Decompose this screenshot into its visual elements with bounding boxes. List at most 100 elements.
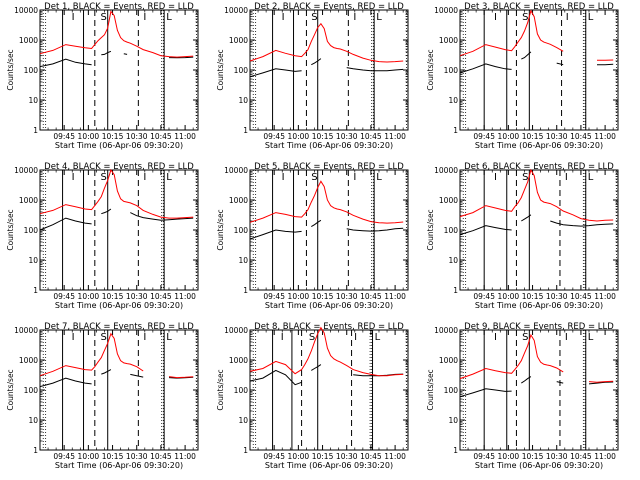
region-label: I bbox=[143, 12, 146, 23]
x-tick-label: 10:00 bbox=[288, 132, 310, 141]
lld-series-line bbox=[39, 168, 194, 219]
x-tick-label: 10:45 bbox=[570, 132, 592, 141]
chart-panel: Det 8, BLACK = Events, RED = LLD 1 10 100 10… bbox=[216, 322, 409, 470]
x-tick-label: 10:45 bbox=[360, 452, 382, 461]
y-axis-label: Counts/sec bbox=[216, 209, 225, 250]
x-tick-label: 10:00 bbox=[498, 132, 520, 141]
events-series-line bbox=[249, 58, 404, 78]
x-tick-label: 10:45 bbox=[360, 292, 382, 301]
y-tick-label: 1000 bbox=[439, 196, 458, 205]
region-label: S bbox=[522, 12, 528, 23]
chart-panel: Det 9, BLACK = Events, RED = LLD 1 10 100 10… bbox=[426, 322, 619, 470]
y-tick-label: 10 bbox=[448, 416, 458, 425]
x-tick-label: 10:15 bbox=[102, 292, 124, 301]
x-tick-label: 10:30 bbox=[546, 132, 568, 141]
region-label: I bbox=[72, 12, 75, 23]
events-series-line bbox=[459, 376, 614, 398]
region-label: S bbox=[522, 172, 528, 183]
events-series-line bbox=[459, 51, 614, 74]
region-label: S bbox=[311, 172, 317, 183]
y-tick-label: 1 bbox=[453, 126, 458, 135]
chart-panel: Det 7, BLACK = Events, RED = LLD 1 10 100 10… bbox=[6, 322, 199, 470]
y-tick-label: 1000 bbox=[439, 36, 458, 45]
x-tick-label: 10:00 bbox=[498, 452, 520, 461]
y-tick-label: 10000 bbox=[434, 326, 458, 335]
y-tick-label: 10000 bbox=[434, 166, 458, 175]
x-tick-label: 11:00 bbox=[594, 452, 616, 461]
y-tick-label: 100 bbox=[24, 226, 39, 235]
x-tick-label: 10:15 bbox=[102, 132, 124, 141]
x-tick-label: 10:30 bbox=[336, 132, 358, 141]
y-axis-label: Counts/sec bbox=[426, 369, 435, 410]
x-tick-label: 10:15 bbox=[312, 132, 334, 141]
y-tick-label: 100 bbox=[234, 226, 249, 235]
y-tick-label: 10 bbox=[448, 96, 458, 105]
x-tick-label: 11:00 bbox=[594, 132, 616, 141]
region-label: I bbox=[281, 332, 284, 343]
y-tick-label: 1 bbox=[243, 446, 248, 455]
region-label: I bbox=[282, 12, 285, 23]
x-tick-label: 09:45 bbox=[53, 292, 75, 301]
y-tick-label: 1 bbox=[33, 446, 38, 455]
lld-series-line bbox=[459, 333, 614, 383]
x-tick-label: 10:15 bbox=[522, 132, 544, 141]
x-tick-label: 10:15 bbox=[522, 292, 544, 301]
y-tick-label: 10 bbox=[28, 416, 38, 425]
x-tick-label: 10:15 bbox=[312, 292, 334, 301]
y-axis-label: Counts/sec bbox=[216, 369, 225, 410]
region-label: I bbox=[72, 332, 75, 343]
region-label: I bbox=[143, 172, 146, 183]
x-tick-label: 10:30 bbox=[336, 452, 358, 461]
y-tick-label: 1 bbox=[33, 286, 38, 295]
region-label: L bbox=[588, 332, 594, 343]
region-label: L bbox=[376, 172, 382, 183]
x-axis-label: Start Time (06-Apr-06 09:30:20) bbox=[55, 141, 183, 150]
y-tick-label: 1000 bbox=[19, 196, 38, 205]
region-label: L bbox=[166, 12, 172, 23]
x-tick-label: 09:45 bbox=[473, 452, 495, 461]
region-label: I bbox=[143, 332, 146, 343]
plot-frame bbox=[39, 169, 199, 291]
x-tick-label: 11:00 bbox=[174, 292, 196, 301]
chart-title: Det 2, BLACK = Events, RED = LLD bbox=[254, 2, 404, 12]
x-tick-label: 11:00 bbox=[384, 452, 406, 461]
y-tick-label: 10 bbox=[238, 416, 248, 425]
x-tick-label: 09:45 bbox=[473, 132, 495, 141]
x-tick-label: 10:15 bbox=[102, 452, 124, 461]
x-axis-label: Start Time (06-Apr-06 09:30:20) bbox=[265, 141, 393, 150]
region-label: I bbox=[565, 332, 568, 343]
y-tick-label: 1000 bbox=[229, 196, 248, 205]
x-tick-label: 10:45 bbox=[150, 292, 172, 301]
x-tick-label: 10:30 bbox=[126, 452, 148, 461]
y-tick-label: 10000 bbox=[224, 166, 248, 175]
y-tick-label: 10 bbox=[448, 256, 458, 265]
y-tick-label: 10000 bbox=[14, 166, 38, 175]
region-label: I bbox=[566, 12, 569, 23]
x-tick-label: 10:15 bbox=[312, 452, 334, 461]
region-label: S bbox=[522, 332, 528, 343]
chart-panel: Det 6, BLACK = Events, RED = LLD 1 10 100 10… bbox=[426, 162, 619, 310]
x-tick-label: 09:45 bbox=[473, 292, 495, 301]
region-label: I bbox=[494, 172, 497, 183]
x-axis-label: Start Time (06-Apr-06 09:30:20) bbox=[265, 301, 393, 310]
x-tick-label: 10:45 bbox=[360, 132, 382, 141]
x-axis-label: Start Time (06-Apr-06 09:30:20) bbox=[55, 461, 183, 470]
chart-title: Det 4, BLACK = Events, RED = LLD bbox=[44, 162, 194, 172]
x-tick-label: 10:30 bbox=[336, 292, 358, 301]
y-tick-label: 100 bbox=[444, 226, 459, 235]
region-label: S bbox=[101, 172, 107, 183]
region-label: L bbox=[376, 12, 382, 23]
region-label: S bbox=[309, 332, 315, 343]
y-tick-label: 1000 bbox=[19, 356, 38, 365]
y-tick-label: 1000 bbox=[229, 356, 248, 365]
y-tick-label: 100 bbox=[444, 386, 459, 395]
x-tick-label: 10:45 bbox=[570, 452, 592, 461]
chart-title: Det 9, BLACK = Events, RED = LLD bbox=[464, 322, 614, 332]
chart-title: Det 8, BLACK = Events, RED = LLD bbox=[254, 322, 404, 332]
x-tick-label: 10:00 bbox=[78, 292, 100, 301]
chart-panel: Det 4, BLACK = Events, RED = LLD 1 10 100 10… bbox=[6, 162, 199, 310]
x-tick-label: 09:45 bbox=[263, 132, 285, 141]
region-label: L bbox=[166, 172, 172, 183]
x-axis-label: Start Time (06-Apr-06 09:30:20) bbox=[475, 301, 603, 310]
chart-title: Det 3, BLACK = Events, RED = LLD bbox=[464, 2, 614, 12]
